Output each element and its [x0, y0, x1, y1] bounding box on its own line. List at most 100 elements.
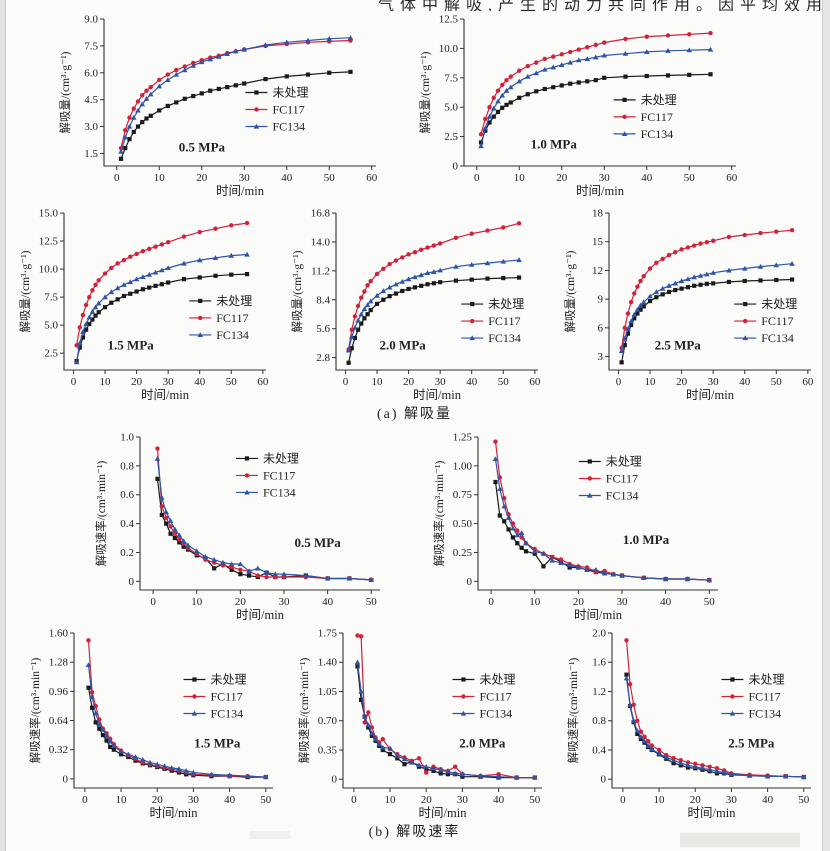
svg-text:0.4: 0.4 — [120, 518, 134, 530]
svg-text:15.0: 15.0 — [39, 208, 59, 220]
svg-text:12.5: 12.5 — [39, 236, 59, 248]
page-right-edge — [822, 0, 830, 851]
svg-text:时间/min: 时间/min — [150, 806, 199, 820]
svg-text:0: 0 — [114, 172, 120, 184]
svg-text:时间/min: 时间/min — [419, 806, 468, 820]
svg-text:20: 20 — [152, 794, 164, 806]
svg-text:30: 30 — [279, 596, 291, 608]
chart-desorption-amount-1-5mpa: 0 10 20 30 40 50 60 2.5 5.0 7.5 10.0 12.5 15.0 时间/min… — [18, 206, 278, 404]
svg-text:0: 0 — [615, 376, 621, 388]
svg-text:4.5: 4.5 — [84, 94, 98, 106]
svg-text:30: 30 — [163, 376, 175, 388]
chart-row-amount-bottom: 0 10 20 30 40 50 60 2.5 5.0 7.5 10.0 12.5 15.0 时间/min… — [6, 206, 823, 404]
svg-text:时间/min: 时间/min — [236, 608, 285, 622]
svg-text:1.05: 1.05 — [318, 686, 338, 698]
svg-text:FC134: FC134 — [641, 127, 674, 141]
svg-text:FC134: FC134 — [263, 485, 296, 499]
svg-text:2.5 MPa: 2.5 MPa — [728, 736, 775, 751]
svg-text:30: 30 — [457, 794, 469, 806]
svg-text:0.5 MPa: 0.5 MPa — [179, 139, 226, 154]
svg-text:60: 60 — [257, 376, 269, 388]
svg-text:30: 30 — [707, 376, 719, 388]
svg-text:2.0: 2.0 — [592, 628, 606, 640]
svg-text:10: 10 — [529, 596, 541, 608]
svg-text:0.70: 0.70 — [318, 715, 338, 727]
svg-text:0: 0 — [82, 794, 88, 806]
svg-text:0.35: 0.35 — [318, 744, 338, 756]
svg-text:未处理: 未处理 — [216, 294, 252, 308]
svg-text:50: 50 — [226, 376, 238, 388]
svg-text:0.50: 0.50 — [453, 518, 473, 530]
svg-text:0.4: 0.4 — [592, 744, 606, 756]
svg-text:7.5: 7.5 — [84, 40, 98, 52]
svg-text:2.0 MPa: 2.0 MPa — [380, 338, 427, 353]
svg-text:FC117: FC117 — [479, 690, 511, 704]
svg-text:1.0: 1.0 — [120, 432, 134, 444]
svg-text:1.2: 1.2 — [592, 686, 606, 698]
svg-text:20: 20 — [573, 596, 585, 608]
svg-text:6: 6 — [597, 322, 603, 334]
svg-text:未处理: 未处理 — [263, 451, 299, 465]
svg-text:40: 40 — [281, 172, 293, 184]
svg-text:30: 30 — [435, 376, 447, 388]
svg-text:0.2: 0.2 — [120, 547, 134, 559]
svg-text:0.75: 0.75 — [453, 489, 473, 501]
svg-text:未处理: 未处理 — [479, 673, 515, 687]
svg-text:1.75: 1.75 — [318, 628, 338, 640]
svg-text:时间/min: 时间/min — [141, 388, 190, 402]
svg-text:1.28: 1.28 — [49, 657, 69, 669]
svg-text:FC134: FC134 — [606, 488, 639, 502]
svg-text:解吸速率/(cm³·min⁻¹): 解吸速率/(cm³·min⁻¹) — [28, 658, 42, 764]
svg-text:5.0: 5.0 — [44, 320, 58, 332]
svg-text:14.0: 14.0 — [311, 236, 331, 248]
svg-text:FC134: FC134 — [272, 120, 305, 134]
scan-smudge — [680, 833, 800, 847]
svg-text:15: 15 — [592, 236, 604, 248]
svg-text:时间/min: 时间/min — [576, 184, 625, 198]
svg-text:50: 50 — [366, 596, 378, 608]
svg-text:40: 40 — [194, 376, 206, 388]
svg-text:50: 50 — [324, 172, 336, 184]
svg-text:40: 40 — [493, 794, 505, 806]
svg-text:FC134: FC134 — [210, 707, 243, 721]
svg-text:20: 20 — [556, 172, 568, 184]
svg-text:1.00: 1.00 — [453, 460, 473, 472]
svg-text:0.96: 0.96 — [49, 686, 69, 698]
chart-desorption-amount-2-5mpa: 0 10 20 30 40 50 60 3 6 9 12 15 18 时间/min 解吸量/(cm³·g⁻¹… — [563, 206, 823, 404]
svg-text:9: 9 — [597, 294, 603, 306]
svg-text:20: 20 — [676, 376, 688, 388]
svg-text:30: 30 — [726, 794, 738, 806]
svg-text:50: 50 — [498, 376, 510, 388]
svg-text:40: 40 — [467, 376, 479, 388]
svg-text:未处理: 未处理 — [210, 673, 246, 687]
svg-text:0: 0 — [453, 161, 459, 173]
svg-text:解吸量/(cm³·g⁻¹): 解吸量/(cm³·g⁻¹) — [290, 250, 304, 332]
svg-text:50: 50 — [529, 794, 541, 806]
svg-text:0.6: 0.6 — [120, 489, 134, 501]
cropped-body-text-line: 气体中解吸,产生的动力共同作用。因平均效用平 — [378, 0, 826, 11]
svg-text:0.8: 0.8 — [592, 715, 606, 727]
svg-text:60: 60 — [726, 172, 738, 184]
svg-text:11.2: 11.2 — [311, 265, 330, 277]
svg-text:10: 10 — [514, 172, 526, 184]
svg-text:50: 50 — [684, 172, 696, 184]
svg-text:未处理: 未处理 — [489, 297, 525, 311]
svg-text:解吸速率/(cm³·min⁻¹): 解吸速率/(cm³·min⁻¹) — [297, 658, 311, 764]
svg-text:解吸速率/(cm³·min⁻¹): 解吸速率/(cm³·min⁻¹) — [566, 658, 580, 764]
svg-text:30: 30 — [239, 172, 251, 184]
svg-text:2.0 MPa: 2.0 MPa — [459, 736, 506, 751]
svg-text:10: 10 — [372, 376, 384, 388]
svg-text:1.60: 1.60 — [49, 628, 69, 640]
svg-text:1.6: 1.6 — [592, 657, 606, 669]
svg-text:10.0: 10.0 — [439, 43, 459, 55]
svg-text:1.0 MPa: 1.0 MPa — [623, 532, 670, 547]
svg-text:1.40: 1.40 — [318, 657, 338, 669]
svg-text:50: 50 — [704, 596, 716, 608]
svg-text:50: 50 — [770, 376, 782, 388]
svg-text:60: 60 — [802, 376, 814, 388]
svg-text:FC117: FC117 — [489, 314, 521, 328]
cropped-body-text: 气体中解吸,产生的动力共同作用。因平均效用平 — [378, 0, 826, 11]
svg-text:10: 10 — [154, 172, 166, 184]
svg-text:0: 0 — [601, 774, 607, 786]
svg-text:12: 12 — [592, 265, 603, 277]
